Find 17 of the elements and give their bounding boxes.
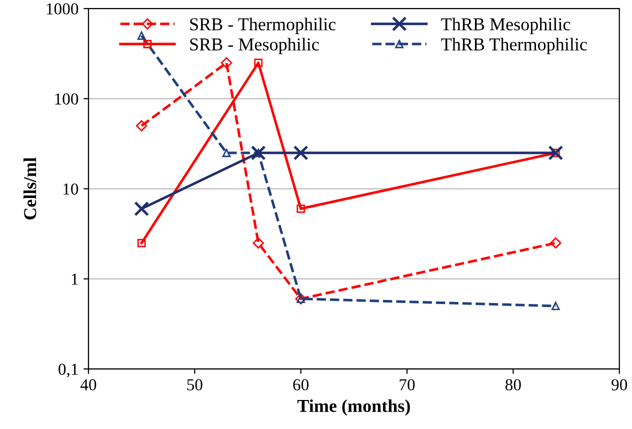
legend-label: ThRB Thermophilic (441, 38, 587, 54)
legend-label: SRB - Thermophilic (190, 18, 336, 34)
y-tick-label: 1000 (46, 3, 78, 15)
legend-label: SRB - Mesophilic (190, 38, 319, 54)
x-tick-label: 40 (80, 379, 96, 390)
x-axis-title: Time (months) (297, 399, 410, 416)
x-tick-label: 50 (187, 379, 202, 390)
y-tick-label: 0,1 (58, 364, 78, 378)
x-tick-label: 70 (400, 379, 415, 390)
x-tick-label: 60 (293, 379, 309, 390)
legend-label: ThRB Mesophilic (441, 18, 570, 34)
y-tick-label: 100 (55, 93, 78, 105)
y-tick-label: 10 (64, 183, 78, 195)
x-tick-label: 90 (612, 379, 628, 390)
y-tick-label: 1 (72, 274, 78, 285)
x-tick-label: 80 (505, 379, 521, 390)
y-axis-title: Cells/ml (23, 157, 36, 220)
